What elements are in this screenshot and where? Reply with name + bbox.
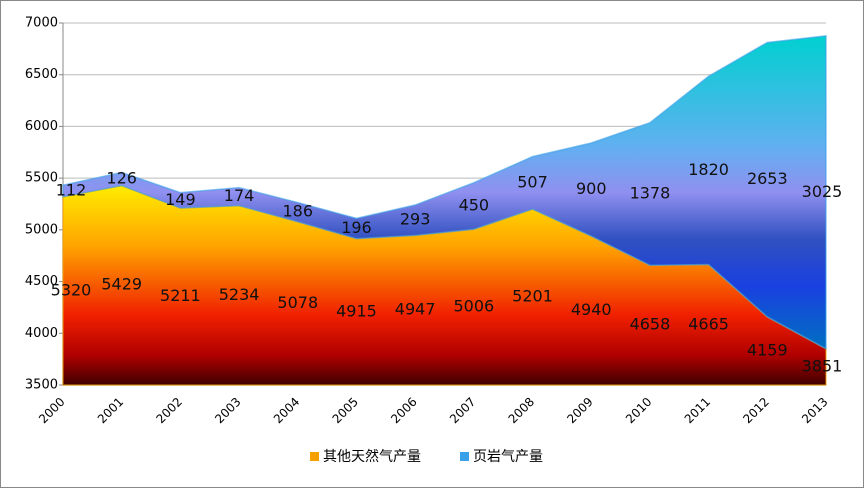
data-label: 3851 — [802, 356, 843, 375]
data-label: 186 — [282, 202, 313, 221]
data-label: 5078 — [277, 293, 318, 312]
data-label: 3025 — [802, 182, 843, 201]
data-label: 507 — [517, 172, 548, 191]
y-tick-label: 5500 — [25, 171, 58, 186]
y-tick-label: 6500 — [25, 67, 58, 82]
area — [62, 34, 827, 350]
data-label: 1378 — [630, 183, 671, 202]
data-label: 2653 — [747, 169, 788, 188]
data-label: 174 — [224, 186, 255, 205]
data-label: 900 — [576, 179, 607, 198]
y-tick-label: 5000 — [25, 222, 58, 237]
data-label: 196 — [341, 218, 372, 237]
legend-label: 其他天然气产量 — [323, 448, 421, 465]
data-label: 4915 — [336, 301, 377, 320]
y-tick-label: 6000 — [25, 119, 58, 134]
data-label: 5234 — [219, 285, 260, 304]
y-tick-label: 4500 — [25, 274, 58, 289]
data-label: 4658 — [630, 315, 671, 334]
data-label: 4665 — [688, 314, 729, 333]
data-label: 450 — [459, 195, 490, 214]
data-label: 5211 — [160, 286, 201, 305]
legend-swatch — [460, 452, 469, 461]
data-label: 4947 — [395, 300, 436, 319]
data-label: 4159 — [747, 340, 788, 359]
legend-label: 页岩气产量 — [473, 449, 543, 465]
data-label: 149 — [165, 190, 196, 209]
data-label: 126 — [106, 168, 137, 187]
data-label: 5006 — [453, 297, 494, 316]
data-label: 5320 — [51, 280, 92, 299]
y-tick-label: 4000 — [25, 326, 58, 341]
data-label: 293 — [400, 210, 431, 229]
legend-swatch — [310, 452, 319, 461]
data-label: 112 — [56, 180, 87, 199]
y-tick-label: 7000 — [25, 16, 58, 31]
y-tick-label: 3500 — [25, 378, 58, 393]
data-label: 4940 — [571, 300, 612, 319]
data-label: 1820 — [688, 160, 729, 179]
data-label: 5429 — [101, 275, 142, 294]
data-label: 5201 — [512, 287, 553, 306]
